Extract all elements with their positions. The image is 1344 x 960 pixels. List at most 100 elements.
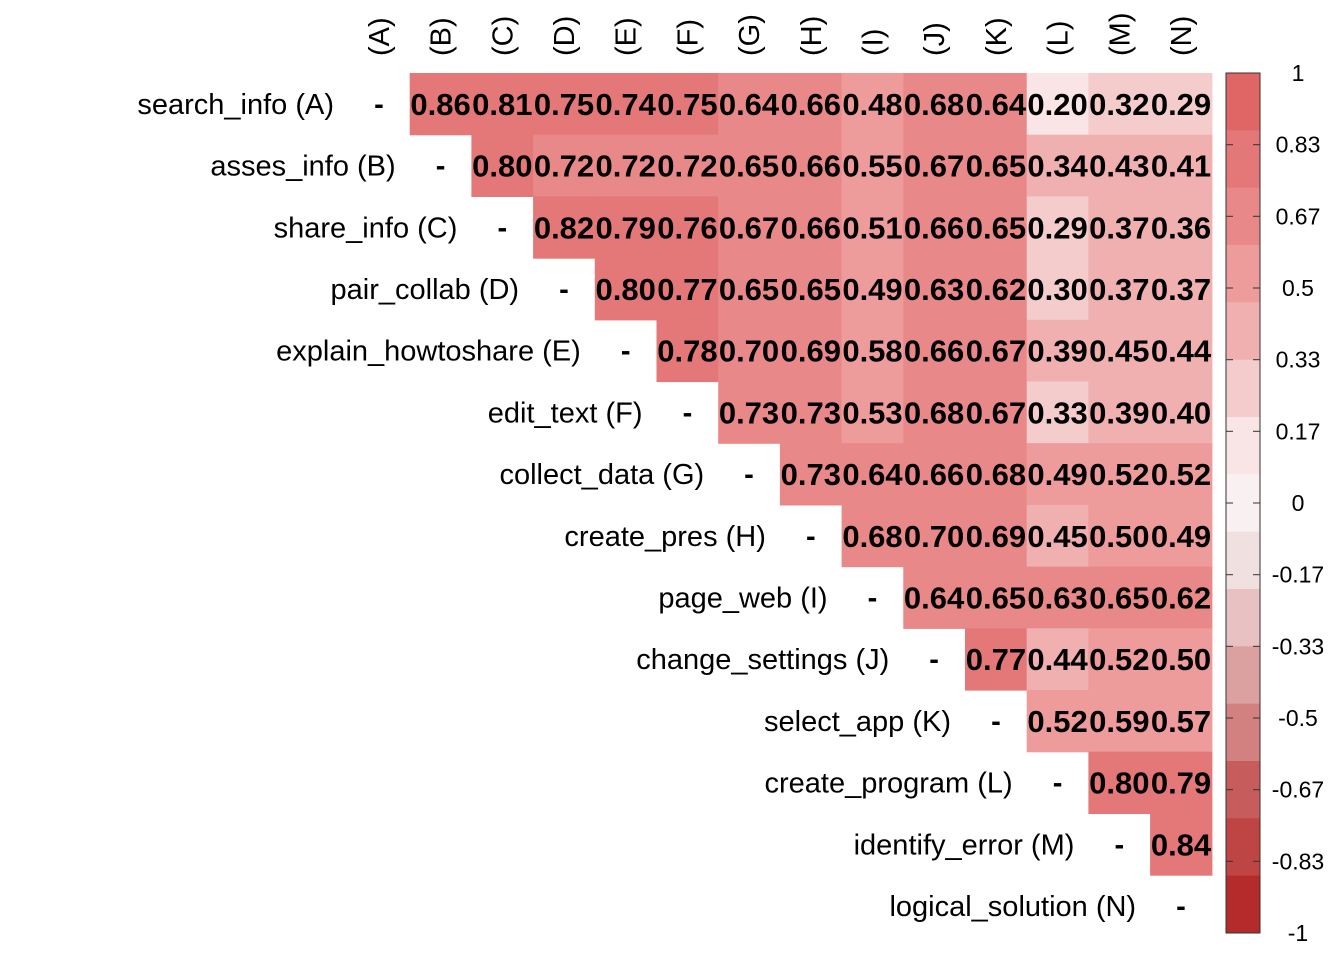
heatmap-cell xyxy=(1088,258,1151,321)
heatmap-cell xyxy=(471,73,534,136)
cell-value-label: 0.66 xyxy=(781,87,841,122)
legend-tick-label: -0.17 xyxy=(1272,562,1324,588)
cell-value-label: 0.74 xyxy=(596,87,657,122)
heatmap-cell xyxy=(1026,319,1089,383)
heatmap-cell xyxy=(1088,134,1151,197)
cell-value-label: 0.67 xyxy=(966,395,1026,430)
legend-color-band xyxy=(1226,531,1260,590)
heatmap-cell xyxy=(965,258,1028,321)
heatmap-cell xyxy=(965,381,1028,444)
legend-color-band xyxy=(1226,589,1260,647)
legend-tick-label: 0.67 xyxy=(1276,203,1321,229)
heatmap-cell xyxy=(965,319,1028,383)
cell-value-label: 0.43 xyxy=(1089,149,1149,184)
row-label: identify_error (M) xyxy=(854,829,1075,861)
heatmap-cell xyxy=(903,504,966,568)
legend-color-band xyxy=(1226,73,1260,131)
column-label: (F) xyxy=(672,19,704,56)
heatmap-cell xyxy=(656,258,719,321)
cell-value-label: 0.80 xyxy=(1089,766,1149,801)
heatmap-cell xyxy=(903,443,966,506)
cell-value-label: 0.69 xyxy=(781,334,841,369)
row-label: select_app (K) xyxy=(764,706,951,738)
diagonal-label: - xyxy=(497,212,507,244)
cell-value-label: 0.32 xyxy=(1089,87,1149,122)
cell-value-label: 0.86 xyxy=(410,87,470,122)
heatmap-cell xyxy=(718,258,781,321)
legend-color-band xyxy=(1226,417,1260,475)
heatmap-cells: 0.86 0.81 0.75 0.74 0.75 0.64 0.66 0.48 0.68 0.64… xyxy=(409,73,1213,876)
cell-value-label: 0.65 xyxy=(966,149,1026,184)
heatmap-cell xyxy=(1088,196,1151,259)
legend-tick-label: 0.5 xyxy=(1282,275,1314,301)
cell-value-label: 0.52 xyxy=(1089,457,1149,492)
heatmap-cell xyxy=(779,258,843,321)
heatmap-cell xyxy=(1088,319,1151,383)
cell-value-label: 0.68 xyxy=(966,457,1026,492)
row-label: share_info (C) xyxy=(274,212,458,244)
row-label: page_web (I) xyxy=(658,583,827,615)
heatmap-cell xyxy=(1150,319,1213,383)
heatmap-cell xyxy=(1150,504,1213,568)
diagonal-label: - xyxy=(559,274,569,306)
heatmap-cell xyxy=(841,504,904,568)
column-label: (C) xyxy=(487,16,519,56)
cell-value-label: 0.66 xyxy=(781,149,841,184)
cell-value-label: 0.34 xyxy=(1027,149,1088,184)
cell-value-label: 0.62 xyxy=(966,272,1026,307)
cell-value-label: 0.75 xyxy=(534,87,594,122)
legend-tick-label: -1 xyxy=(1288,920,1308,946)
legend-tick-label: -0.33 xyxy=(1272,633,1324,659)
cell-value-label: 0.70 xyxy=(719,334,779,369)
heatmap-cell xyxy=(594,258,658,321)
heatmap-cell xyxy=(656,73,719,136)
heatmap-cell xyxy=(841,73,904,136)
cell-value-label: 0.67 xyxy=(966,334,1026,369)
heatmap-cell xyxy=(471,134,534,197)
heatmap-cell xyxy=(1026,566,1089,629)
heatmap-cell xyxy=(718,196,781,259)
column-label: (B) xyxy=(426,17,458,56)
cell-value-label: 0.80 xyxy=(596,272,656,307)
row-label: asses_info (B) xyxy=(210,151,395,183)
cell-value-label: 0.63 xyxy=(904,272,964,307)
heatmap-cell xyxy=(841,443,904,506)
row-label: pair_collab (D) xyxy=(331,274,520,306)
cell-value-label: 0.64 xyxy=(719,87,780,122)
cell-value-label: 0.37 xyxy=(1089,210,1149,245)
cell-value-label: 0.36 xyxy=(1151,210,1211,245)
heatmap-cell xyxy=(1026,258,1089,321)
diagonal-label: - xyxy=(1053,768,1063,800)
heatmap-cell xyxy=(841,196,904,259)
row-label: explain_howtoshare (E) xyxy=(276,336,581,368)
cell-value-label: 0.79 xyxy=(1151,766,1211,801)
cell-value-label: 0.65 xyxy=(966,210,1026,245)
heatmap-cell xyxy=(841,319,904,383)
heatmap-cell xyxy=(903,196,966,259)
column-label: (L) xyxy=(1043,21,1075,56)
heatmap-cell xyxy=(841,381,904,444)
heatmap-cell xyxy=(1150,443,1213,506)
heatmap-cell xyxy=(1088,751,1151,814)
cell-value-label: 0.53 xyxy=(842,395,902,430)
legend-color-band xyxy=(1226,302,1260,361)
cell-value-label: 0.52 xyxy=(1151,457,1211,492)
heatmap-cell xyxy=(1150,628,1213,691)
diagonal-labels: - - - - - - - - - - - - - - xyxy=(374,89,1186,923)
diagonal-label: - xyxy=(744,459,754,491)
column-label: (D) xyxy=(549,16,581,56)
diagonal-label: - xyxy=(1176,891,1186,923)
cell-value-label: 0.73 xyxy=(781,457,841,492)
cell-value-label: 0.67 xyxy=(719,210,779,245)
heatmap-cell xyxy=(594,73,658,136)
diagonal-label: - xyxy=(436,151,446,183)
heatmap-cell xyxy=(1026,504,1089,568)
cell-value-label: 0.82 xyxy=(534,210,594,245)
heatmap-cell xyxy=(965,196,1028,259)
heatmap-cell xyxy=(718,73,781,136)
heatmap-cell xyxy=(594,196,658,259)
cell-value-label: 0.39 xyxy=(1089,395,1149,430)
heatmap-cell xyxy=(1150,134,1213,197)
heatmap-cell xyxy=(656,134,719,197)
heatmap-cell xyxy=(1150,690,1213,753)
